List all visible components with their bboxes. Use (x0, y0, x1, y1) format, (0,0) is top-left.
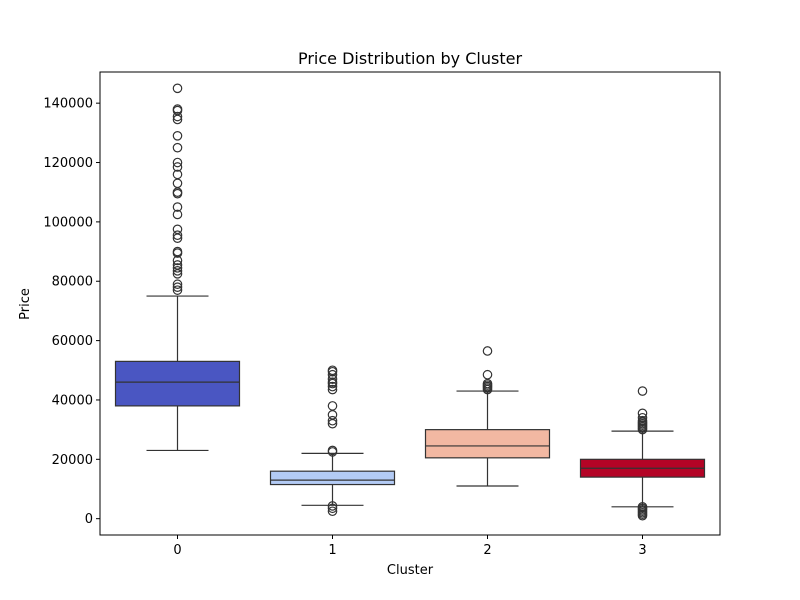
boxes-layer (114, 83, 706, 521)
outlier-point (327, 506, 338, 517)
y-tick-label: 60000 (52, 334, 93, 349)
outlier-point (637, 386, 648, 396)
y-tick-label: 0 (85, 512, 93, 527)
outlier-point (327, 445, 338, 456)
outlier-point (172, 285, 183, 295)
x-tick-label: 2 (483, 543, 491, 558)
outlier-point (327, 409, 338, 420)
outlier-point (172, 83, 183, 94)
outlier-point (327, 369, 338, 380)
outlier-point (172, 162, 183, 172)
outlier-point (327, 501, 338, 511)
outlier-point (172, 202, 183, 212)
outlier-point (172, 224, 183, 235)
box-group-1 (269, 365, 396, 517)
y-axis-label: Price (18, 288, 33, 320)
outlier-point (327, 384, 338, 395)
y-tick-label: 80000 (52, 275, 93, 290)
outlier-point (637, 408, 648, 419)
outlier-point (327, 377, 338, 387)
y-tick-label: 140000 (43, 97, 93, 112)
chart-title: Price Distribution by Cluster (298, 49, 522, 68)
axes-layer: 0 20000 40000 60000 80000 100000 120000 140000 0… (43, 71, 721, 558)
plot-frame (99, 71, 721, 536)
outlier-point (172, 131, 183, 141)
outlier-point (327, 503, 338, 514)
x-tick-label: 3 (638, 543, 646, 558)
outlier-point (172, 266, 183, 276)
outlier-point (637, 412, 648, 423)
outlier-point (172, 157, 183, 168)
x-tick-label: 1 (328, 543, 336, 558)
y-tick-label: 120000 (43, 156, 93, 171)
outlier-point (327, 401, 338, 411)
outlier-point (172, 230, 183, 241)
outlier-point (172, 169, 183, 180)
box-iqr (114, 360, 241, 407)
y-tick-label: 20000 (52, 453, 93, 468)
outlier-point (482, 369, 493, 380)
outlier-point (172, 142, 183, 153)
box-group-0 (114, 83, 241, 452)
outlier-point (482, 346, 493, 356)
x-tick-label: 0 (173, 543, 181, 558)
outlier-point (172, 246, 183, 257)
outlier-point (327, 381, 338, 392)
outlier-point (172, 178, 183, 189)
outlier-point (172, 260, 183, 270)
box-iqr (269, 470, 396, 486)
outlier-point (637, 502, 648, 512)
outlier-point (637, 415, 648, 426)
outlier-point (327, 365, 338, 376)
box-group-3 (579, 386, 706, 521)
box-iqr (424, 429, 551, 459)
outlier-point (327, 415, 338, 426)
outlier-point (172, 279, 183, 290)
outlier-point (172, 209, 183, 220)
outlier-point (172, 104, 183, 114)
outlier-point (172, 263, 183, 273)
y-tick-label: 40000 (52, 393, 93, 408)
y-tick-label: 100000 (43, 215, 93, 230)
box-group-2 (424, 346, 551, 487)
outlier-point (172, 282, 183, 292)
x-axis-label: Cluster (387, 563, 434, 578)
outlier-point (172, 111, 183, 122)
